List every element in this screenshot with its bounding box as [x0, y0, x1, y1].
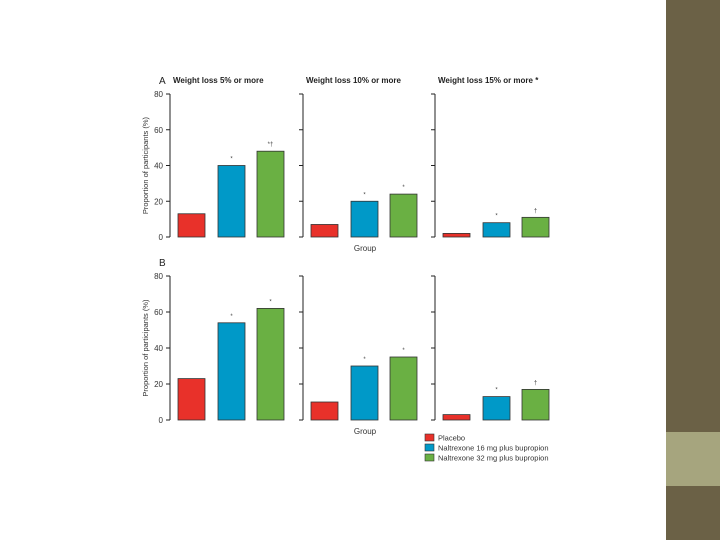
chart-4-tick-label-4: 80 — [154, 272, 163, 281]
chart-4-panel-letter: B — [159, 258, 166, 269]
chart-1-tick-label-1: 20 — [154, 197, 163, 206]
chart-4-bar-3 — [256, 307, 285, 421]
chart-2-bar-2 — [350, 200, 379, 238]
legend-swatch-1 — [424, 433, 435, 442]
chart-5-bar-1 — [310, 401, 339, 421]
chart-6-bar-3-marker: † — [534, 380, 537, 386]
chart-1-tick-label-4: 80 — [154, 90, 163, 99]
chart-3-bar-3-marker: † — [534, 208, 537, 214]
chart-1-y-axis-label: Proportion of participants (%) — [141, 116, 150, 214]
chart-2-bar-1 — [310, 224, 339, 238]
chart-3-bar-2-marker: * — [495, 214, 498, 220]
chart-6-bar-2 — [482, 396, 511, 421]
legend-swatch-3 — [424, 453, 435, 462]
slide-sidebar-accent — [666, 432, 720, 486]
legend-swatch-2 — [424, 443, 435, 452]
chart-1-title: Weight loss 5% or more — [173, 76, 264, 85]
chart-1-panel-letter: A — [159, 76, 166, 87]
chart-1-bar-3-marker: *† — [268, 142, 274, 148]
chart-1-tick-label-0: 0 — [159, 233, 164, 242]
chart-1-tick-label-2: 40 — [154, 162, 163, 171]
chart-4-tick-label-3: 60 — [154, 308, 163, 317]
chart-4-tick-label-0: 0 — [159, 416, 164, 425]
chart-3-title: Weight loss 15% or more * — [438, 76, 539, 85]
chart-2-bar-2-marker: * — [363, 192, 366, 198]
chart-1-bar-3 — [256, 150, 285, 238]
chart-4-tick-label-2: 40 — [154, 344, 163, 353]
legend-label-2: Naltrexone 16 mg plus bupropion — [438, 444, 549, 453]
chart-4-bar-2-marker: * — [230, 314, 233, 320]
chart-1-tick-label-3: 60 — [154, 126, 163, 135]
chart-6-bar-2-marker: * — [495, 388, 498, 394]
chart-2-title: Weight loss 10% or more — [306, 76, 402, 85]
chart-4-bar-3-marker: * — [269, 299, 272, 305]
chart-4-y-axis-label: Proportion of participants (%) — [141, 299, 150, 397]
chart-2-x-axis-label: Group — [354, 244, 377, 253]
chart-5-bar-3-marker: * — [402, 348, 405, 354]
chart-5-bar-2-marker: * — [363, 357, 366, 363]
chart-6-bar-3 — [521, 388, 550, 421]
chart-2-bar-3-marker: * — [402, 185, 405, 191]
chart-6-bar-1 — [442, 414, 471, 421]
chart-3-bar-1 — [442, 233, 471, 238]
legend-label-3: Naltrexone 32 mg plus bupropion — [438, 454, 549, 463]
chart-4-bar-2 — [217, 322, 246, 421]
chart-1-bar-1 — [177, 213, 206, 238]
chart-2-bar-3 — [389, 193, 418, 238]
chart-1-bar-2-marker: * — [230, 157, 233, 163]
chart-3-bar-3 — [521, 216, 550, 238]
chart-5-bar-2 — [350, 365, 379, 421]
chart-5-x-axis-label: Group — [354, 427, 377, 436]
bar-chart-figure: 0 20 40 60 80 A Weight loss 5% or more Proporti… — [141, 76, 550, 463]
chart-4-tick-label-1: 20 — [154, 380, 163, 389]
chart-3-bar-2 — [482, 222, 511, 238]
chart-5-bar-3 — [389, 356, 418, 421]
legend-label-1: Placebo — [438, 434, 465, 443]
chart-1-bar-2 — [217, 165, 246, 238]
chart-4-bar-1 — [177, 378, 206, 421]
